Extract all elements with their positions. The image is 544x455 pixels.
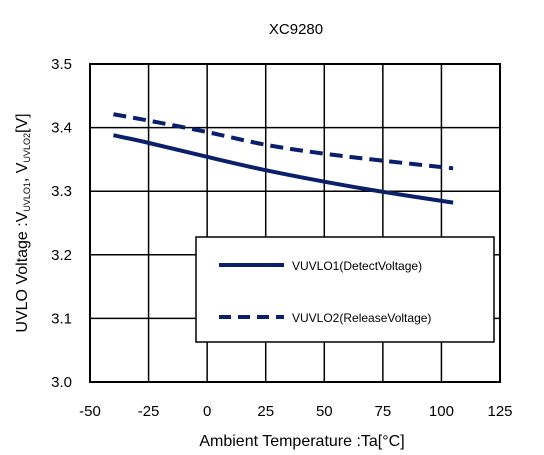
y-tick-label: 3.5 [51,56,72,73]
x-tick-label: 0 [203,403,211,420]
y-label-main: UVLO Voltage :V [14,211,31,332]
plot-frame [89,63,501,383]
y-label-mid: , V [14,162,31,182]
legend-box [195,236,495,343]
y-tick-label: 3.2 [51,247,72,264]
series-line-vuvlo1 [113,133,454,205]
legend: VUVLO1(DetectVoltage) VUVLO2(ReleaseVolt… [195,236,495,343]
x-tick-label: 75 [375,403,392,420]
series-group [113,112,454,205]
y-tick-label: 3.0 [51,374,72,391]
y-tick-labels: 3.0 3.1 3.2 3.3 3.4 3.5 [51,56,72,391]
y-axis-label: UVLO Voltage :VUVLO1, VUVLO2[V] [14,113,32,332]
x-tick-labels: -50 -25 0 25 50 75 100 125 [79,403,512,420]
x-tick-label: 100 [429,403,454,420]
y-label-end: [V] [14,113,31,133]
y-tick-label: 3.3 [51,183,72,200]
series-line-vuvlo2 [113,112,454,171]
x-tick-label: 25 [257,403,274,420]
x-tick-label: -50 [79,403,101,420]
x-tick-label: -25 [138,403,160,420]
x-axis-label: Ambient Temperature :Ta[°C] [199,433,404,450]
chart-title: XC9280 [269,21,323,38]
legend-label-vuvlo1: VUVLO1(DetectVoltage) [292,259,422,273]
y-tick-label: 3.1 [51,310,72,327]
legend-label-vuvlo2: VUVLO2(ReleaseVoltage) [292,311,431,325]
y-tick-label: 3.4 [51,120,72,137]
y-label-sub1: UVLO1 [22,182,32,212]
x-tick-label: 125 [487,403,512,420]
x-tick-label: 50 [316,403,333,420]
y-label-sub2: UVLO2 [22,133,32,163]
